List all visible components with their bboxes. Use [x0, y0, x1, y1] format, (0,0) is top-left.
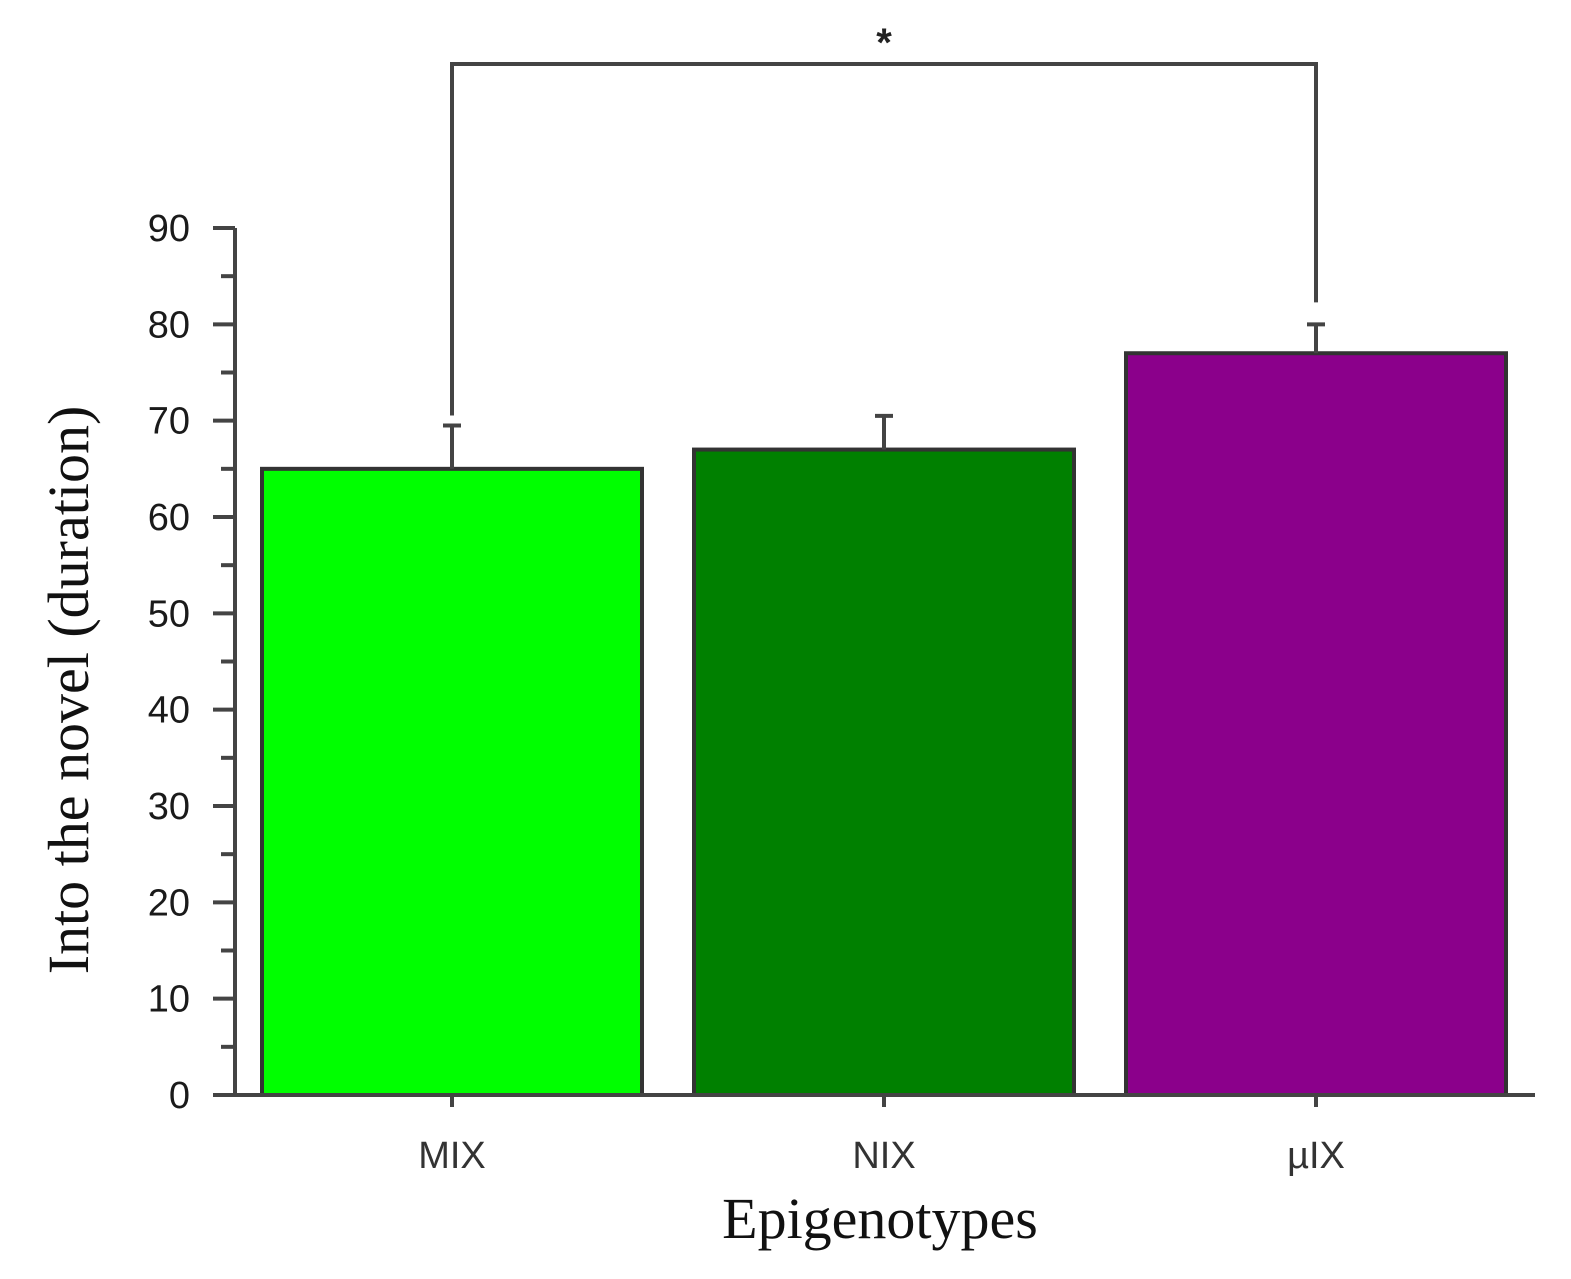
y-tick-label: 30 — [148, 786, 190, 828]
x-tick-label: µIX — [1287, 1135, 1345, 1177]
y-tick-label: 10 — [148, 979, 190, 1021]
significance-bracket-group: * — [450, 21, 1318, 416]
y-ticks-group: 0 10 20 30 40 50 60 70 80 90 — [148, 208, 235, 1117]
x-axis-title: Epigenotypes — [722, 1186, 1038, 1251]
y-tick-label: 50 — [148, 593, 190, 635]
bar — [692, 447, 1076, 1098]
y-tick-label: 90 — [148, 208, 190, 250]
y-tick-label: 70 — [148, 401, 190, 443]
bar — [1124, 351, 1508, 1097]
y-tick-label: 0 — [169, 1075, 190, 1117]
error-bars-group — [443, 322, 1325, 469]
y-tick-label: 60 — [148, 497, 190, 539]
x-tick-label: NIX — [852, 1135, 915, 1177]
x-tick-labels-group: MIX NIX µIX — [418, 1095, 1345, 1177]
significance-bracket — [450, 62, 1318, 416]
y-tick-label: 80 — [148, 304, 190, 346]
x-tick-label: MIX — [418, 1135, 486, 1177]
significance-asterisk: * — [876, 21, 892, 65]
y-tick-label: 40 — [148, 690, 190, 732]
bars-group — [260, 351, 1508, 1098]
y-tick-label: 20 — [148, 882, 190, 924]
bar — [260, 466, 644, 1098]
y-axis-title: Into the novel (duration) — [36, 406, 101, 975]
